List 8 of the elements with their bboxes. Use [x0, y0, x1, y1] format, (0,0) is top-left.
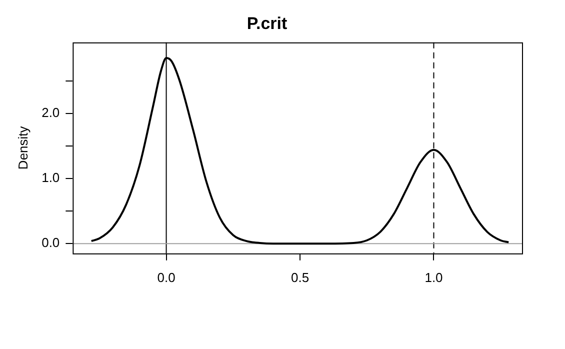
y-tick-label: 1.0 [42, 170, 60, 186]
x-tick-label: 1.0 [424, 270, 443, 285]
y-tick-label: 0.0 [42, 235, 60, 250]
x-tick-label: 0.0 [157, 270, 176, 285]
y-tick-label: 2.0 [42, 104, 60, 120]
chart-title: P.crit [246, 14, 288, 33]
x-tick-label: 0.5 [290, 270, 310, 285]
y-axis-title: Density [15, 126, 30, 170]
